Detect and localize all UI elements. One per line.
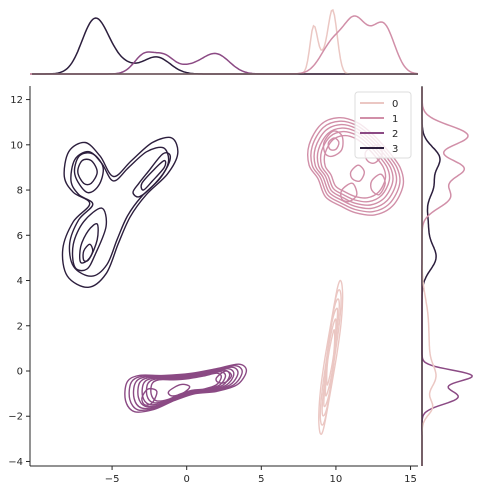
series-3-contour <box>68 146 170 277</box>
series-2-contours <box>124 363 248 413</box>
series-1-contour <box>316 127 394 206</box>
series-3-peak-contour <box>77 158 98 186</box>
series-1-contour <box>319 130 391 203</box>
series-3-peak-contour <box>71 207 108 272</box>
series-3-peak-contour <box>140 159 167 191</box>
legend-label-0: 0 <box>392 99 398 110</box>
series-1-peak-contour <box>327 137 340 151</box>
series-0-contours <box>318 279 344 436</box>
series-3-peak-contour <box>82 243 94 263</box>
legend: 0 1 2 3 <box>354 91 412 159</box>
series-1-contour <box>323 134 387 199</box>
series-1-contour <box>310 120 401 213</box>
series-0-contour <box>326 328 336 386</box>
x-tick-label: −5 <box>105 474 120 485</box>
x-axis-ticks: −5 0 5 10 15 <box>105 466 417 485</box>
y-tick-label: 4 <box>17 276 23 287</box>
series-3-peak-contour <box>132 152 172 198</box>
x-tick-label: 10 <box>330 474 343 485</box>
series-1-peak-contour <box>340 182 358 203</box>
series-1-peak-contour <box>369 173 386 196</box>
series-0-contour <box>324 318 337 397</box>
series-1-contour <box>307 116 405 216</box>
x-tick-label: 15 <box>404 474 417 485</box>
legend-label-2: 2 <box>392 129 398 140</box>
series-2-contour <box>141 369 231 406</box>
series-1-contour <box>313 123 398 210</box>
y-tick-label: 0 <box>17 367 23 378</box>
series-2-peak-contour <box>167 383 191 397</box>
series-2-peak-contour <box>141 387 158 406</box>
legend-frame <box>354 91 412 159</box>
y-tick-label: 10 <box>10 140 23 151</box>
series-2-peak-contour <box>215 370 233 384</box>
x-tick-label: 0 <box>184 474 190 485</box>
series-2-contour <box>150 372 223 402</box>
y-tick-label: −2 <box>8 412 23 423</box>
series-2-contour <box>124 363 248 413</box>
legend-label-3: 3 <box>392 144 398 155</box>
series-3-peak-contour <box>73 152 105 194</box>
series-3-outer-contour <box>61 136 179 289</box>
y-tick-label: 2 <box>17 321 23 332</box>
y-tick-label: 6 <box>17 231 23 242</box>
y-tick-label: 8 <box>17 186 23 197</box>
legend-label-1: 1 <box>392 114 398 125</box>
y-tick-label: −4 <box>8 457 23 468</box>
series-1-peak-contour <box>349 164 365 183</box>
series-3-contours <box>61 136 179 289</box>
x-tick-label: 5 <box>258 474 264 485</box>
y-tick-label: 12 <box>10 95 23 106</box>
series-2-contour <box>137 367 235 408</box>
series-1-peak-contour <box>322 130 344 158</box>
y-axis-ticks: −4 −2 0 2 4 6 8 10 12 <box>8 95 30 468</box>
kde-contours <box>61 116 405 436</box>
series-1-contours <box>307 116 405 216</box>
